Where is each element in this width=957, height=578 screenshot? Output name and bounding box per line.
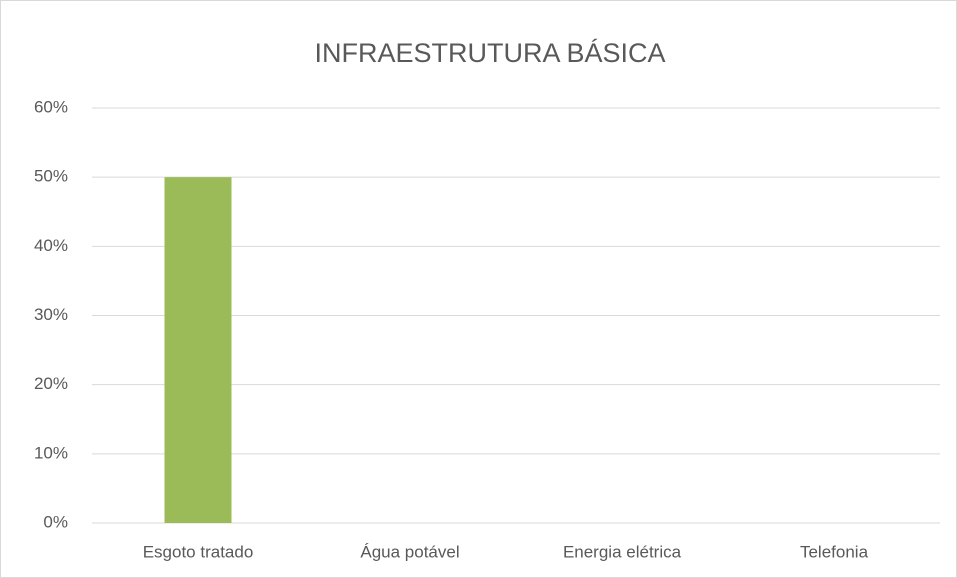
y-tick-label: 20%	[34, 374, 68, 393]
y-tick-label: 30%	[34, 305, 68, 324]
y-tick-label: 40%	[34, 236, 68, 255]
y-tick-label: 0%	[43, 512, 68, 531]
x-tick-label: Água potável	[360, 542, 459, 561]
y-tick-label: 50%	[34, 167, 68, 186]
chart-title: INFRAESTRUTURA BÁSICA	[314, 38, 665, 68]
x-tick-label: Esgoto tratado	[143, 542, 254, 561]
bar	[164, 177, 232, 523]
y-tick-label: 10%	[34, 443, 68, 462]
x-tick-label: Energia elétrica	[563, 542, 682, 561]
x-tick-label: Telefonia	[800, 542, 869, 561]
y-tick-label: 60%	[34, 97, 68, 116]
